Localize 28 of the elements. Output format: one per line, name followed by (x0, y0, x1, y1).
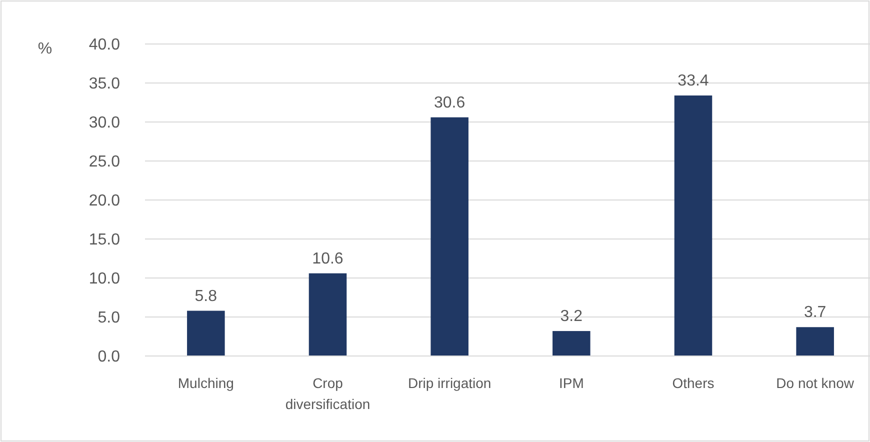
y-tick-label: 35.0 (88, 76, 120, 93)
x-tick-label: IPM (558, 375, 584, 391)
y-tick-label: 0.0 (98, 348, 120, 366)
data-label: 30.6 (434, 94, 466, 112)
data-label: 3.2 (560, 308, 583, 326)
x-tick-label: Crop diversification (285, 375, 370, 412)
x-tick-label: Others (672, 375, 714, 391)
y-tick-label: 25.0 (88, 154, 120, 171)
data-label: 3.7 (804, 304, 826, 322)
y-tick-label: 40.0 (88, 36, 120, 54)
bar (187, 310, 225, 356)
bar (552, 331, 590, 356)
x-tick-label: Mulching (178, 375, 234, 391)
bar (674, 95, 712, 356)
y-tick-label: 5.0 (98, 310, 120, 327)
y-tick-label: 15.0 (88, 232, 120, 249)
bar (796, 327, 834, 356)
y-tick-label: 30.0 (88, 114, 120, 132)
bar (430, 117, 468, 356)
x-tick-label: Do not know (776, 375, 855, 391)
y-tick-label: 20.0 (88, 192, 120, 210)
data-label: 5.8 (194, 288, 218, 305)
bar (308, 273, 347, 356)
y-axis-title: % (38, 40, 52, 58)
x-tick-label: Drip irrigation (408, 375, 492, 391)
y-tick-label: 10.0 (88, 270, 120, 288)
data-label: 10.6 (312, 250, 344, 268)
data-label: 33.4 (678, 72, 709, 90)
